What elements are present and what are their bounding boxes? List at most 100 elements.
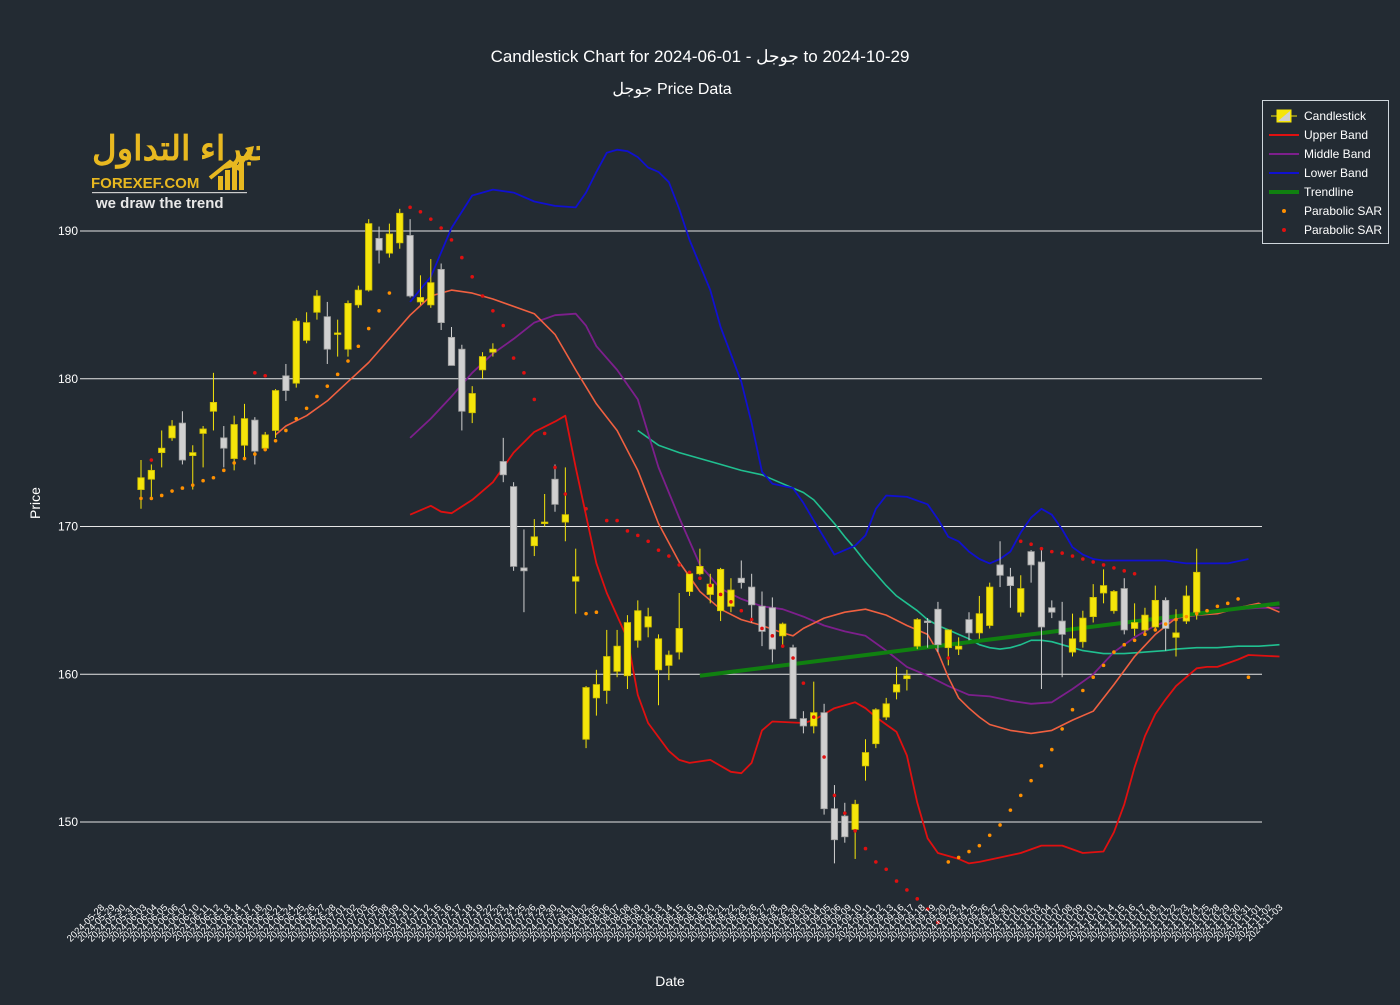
candle [592, 669, 601, 716]
sar-point-above [729, 600, 733, 604]
candle [220, 426, 228, 468]
x-axis-label: Date [655, 973, 685, 989]
candle [758, 591, 766, 647]
candle [468, 386, 476, 424]
sar-point-above [604, 518, 609, 523]
candle-body [323, 316, 331, 350]
candle-body [1120, 588, 1128, 631]
sar-point-below [1018, 793, 1023, 798]
candle-body [582, 687, 590, 740]
candle [396, 208, 404, 249]
indicator-lines [274, 148, 1280, 865]
candle [302, 312, 311, 344]
sar-point-above [1091, 560, 1095, 564]
candle [810, 681, 818, 734]
candle [965, 612, 973, 641]
candle-body [1162, 599, 1170, 629]
candle-body [406, 235, 414, 297]
candle [406, 219, 414, 298]
sar-point-above [739, 608, 744, 613]
sar-point-above [439, 226, 443, 230]
candle-body [685, 573, 694, 592]
candle-body [468, 393, 476, 414]
candle [530, 519, 538, 557]
sar-point-below [315, 394, 319, 399]
candle [1037, 548, 1046, 690]
candle [499, 437, 507, 483]
candle-body [727, 589, 735, 607]
sar-point-below [967, 849, 971, 854]
candle-body [147, 469, 155, 480]
candle-body [251, 419, 259, 452]
sar-point-above [687, 570, 692, 575]
sar-point-above [408, 205, 412, 210]
sar-point-below [356, 344, 361, 349]
y-tick-label: 150 [58, 815, 78, 829]
sar-point-above [874, 860, 878, 864]
candle-body [675, 628, 683, 653]
candle-body [830, 808, 839, 841]
candle-body [541, 521, 549, 524]
candle [375, 226, 383, 264]
candle [1058, 601, 1066, 678]
candle-body [820, 712, 828, 810]
sar-point-below [242, 456, 247, 461]
legend-item-sar-above: Parabolic SAR [1269, 221, 1382, 239]
candle-body [189, 452, 197, 456]
candle [996, 541, 1004, 588]
sar-point-below [149, 496, 154, 501]
candle-body [437, 269, 445, 324]
sar-point-above [780, 644, 785, 648]
sar-point-below [294, 416, 299, 421]
sar-point-above [1050, 549, 1054, 554]
upper-band-legend-icon [1269, 128, 1299, 142]
sar-point-below [1194, 611, 1199, 616]
sar-above-legend-icon [1269, 223, 1299, 237]
candle-body [1141, 614, 1149, 631]
sar-point-below [998, 823, 1002, 827]
candlestick-legend-icon [1269, 109, 1299, 123]
sar-point-below [170, 489, 174, 493]
candle [975, 595, 983, 639]
sar-point-below [1070, 707, 1075, 712]
candle [872, 708, 880, 749]
sar-point-above [263, 373, 268, 378]
sar-point-below [1205, 608, 1209, 613]
candle [768, 597, 776, 663]
sar-point-above [946, 656, 951, 660]
sar-point-above [667, 554, 671, 558]
orange-moving-average-line [274, 289, 1280, 735]
candle-body [230, 424, 238, 459]
sar-point-above [1112, 566, 1116, 570]
candle-body [851, 803, 859, 830]
sar-point-below [1008, 808, 1013, 812]
trendline-legend-icon [1269, 185, 1299, 199]
candle-body [603, 656, 611, 691]
sar-point-above [553, 465, 557, 470]
parabolic-sar-points [139, 205, 1251, 925]
candle [1006, 567, 1015, 608]
candle-body [344, 302, 352, 350]
sar-point-above [418, 209, 423, 214]
candle [955, 637, 963, 656]
candle [623, 615, 632, 690]
sar-point-below [253, 452, 257, 456]
candle [634, 600, 642, 648]
candle-body [623, 622, 632, 677]
candle [427, 259, 435, 308]
candle [944, 629, 952, 666]
candle-body [137, 477, 145, 490]
middle-band-legend-icon [1269, 147, 1299, 161]
legend-item-candlestick: Candlestick [1269, 107, 1366, 125]
sar-point-above [749, 617, 754, 622]
candle [882, 697, 890, 721]
candle [489, 343, 497, 357]
sar-point-below [1153, 628, 1158, 632]
candle [137, 460, 145, 509]
sar-point-above [656, 548, 661, 552]
candle-body [903, 675, 911, 680]
candle-body [934, 608, 942, 646]
candle [830, 785, 839, 864]
candle-body [416, 297, 425, 303]
candle-body [986, 586, 994, 626]
